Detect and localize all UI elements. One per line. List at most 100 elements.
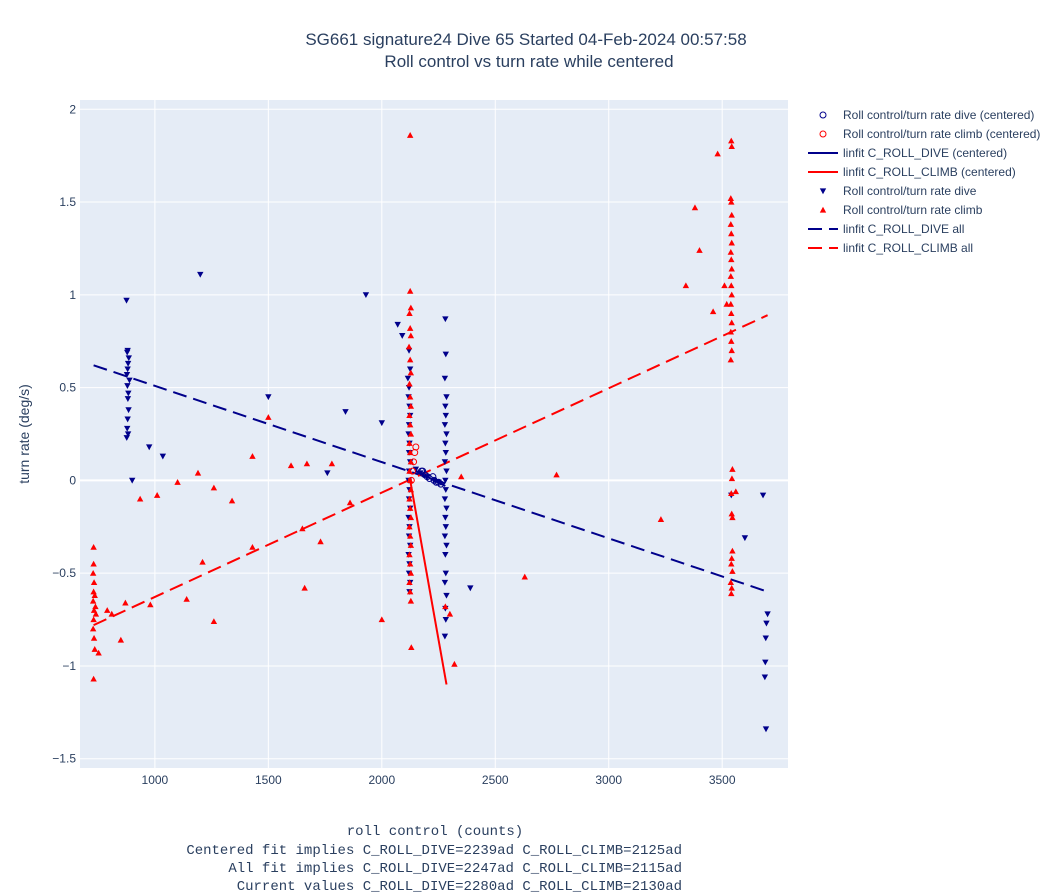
data-point <box>210 618 218 625</box>
y-tick-label: 0 <box>69 473 76 487</box>
data-point <box>407 332 415 339</box>
legend-swatch <box>819 130 827 138</box>
data-point <box>406 310 413 316</box>
legend-label: Roll control/turn rate dive <box>843 184 977 198</box>
legend-item[interactable]: Roll control/turn rate dive (centered) <box>819 108 1034 122</box>
y-tick-labels: −1.5 −1 −0.5 0 0.5 1 1.5 2 <box>52 102 76 765</box>
data-point <box>759 492 767 499</box>
data-point <box>762 726 770 733</box>
data-point <box>128 477 136 484</box>
data-point <box>346 499 354 506</box>
data-point <box>406 505 414 511</box>
legend-item[interactable]: linfit C_ROLL_DIVE (centered) <box>808 146 1007 160</box>
data-point <box>442 487 449 493</box>
data-point <box>442 403 449 410</box>
data-point <box>458 473 465 480</box>
data-point <box>124 431 132 438</box>
data-point <box>696 247 703 253</box>
data-point <box>91 592 98 599</box>
data-point <box>441 579 449 586</box>
data-point <box>732 488 740 495</box>
data-point <box>721 282 728 289</box>
data-point <box>441 422 449 428</box>
data-point <box>407 304 415 311</box>
data-point <box>406 588 414 595</box>
data-point <box>406 421 414 428</box>
data-point <box>159 453 167 460</box>
data-point <box>451 660 458 667</box>
y-tick-label: 1 <box>69 288 76 302</box>
data-point <box>90 675 97 682</box>
data-point <box>442 552 449 558</box>
data-point <box>762 635 769 642</box>
data-point <box>442 616 449 623</box>
legend-item[interactable]: Roll control/turn rate climb (centered) <box>819 127 1040 141</box>
data-point <box>124 360 132 367</box>
data-point <box>442 351 449 358</box>
data-point <box>723 300 730 307</box>
data-point <box>412 466 420 473</box>
data-point <box>405 343 413 350</box>
data-point <box>762 659 769 666</box>
data-point <box>691 204 699 211</box>
data-point <box>442 514 449 521</box>
data-point <box>728 560 735 567</box>
data-point <box>342 409 349 415</box>
data-point <box>124 366 131 373</box>
data-point <box>406 551 413 558</box>
data-point <box>407 514 415 521</box>
data-point <box>90 543 97 550</box>
legend-item[interactable]: linfit C_ROLL_DIVE all <box>808 222 964 236</box>
y-tick-label: −0.5 <box>52 566 76 580</box>
x-axis-title: roll control (counts) <box>347 824 523 840</box>
data-point <box>442 524 449 530</box>
data-point <box>407 569 415 576</box>
data-point <box>442 440 449 447</box>
chart-subtitle: Roll control vs turn rate while centered <box>384 52 673 71</box>
data-point <box>728 510 735 517</box>
data-point <box>265 414 272 420</box>
data-point <box>406 366 414 373</box>
data-point <box>125 390 132 397</box>
data-point <box>727 579 735 586</box>
data-point <box>727 300 735 307</box>
legend-item[interactable]: linfit C_ROLL_CLIMB all <box>808 241 973 255</box>
data-point <box>407 402 415 409</box>
data-point <box>299 525 306 532</box>
legend-item[interactable]: linfit C_ROLL_CLIMB (centered) <box>808 165 1016 179</box>
data-point <box>407 369 415 376</box>
data-point <box>406 356 414 363</box>
data-point <box>197 271 204 278</box>
legend-label: Roll control/turn rate dive (centered) <box>843 108 1034 122</box>
legend-item[interactable]: Roll control/turn rate dive <box>819 184 977 198</box>
data-point <box>728 319 735 326</box>
data-point <box>406 495 413 502</box>
legend-item[interactable]: Roll control/turn rate climb <box>819 203 983 217</box>
data-point <box>442 449 449 456</box>
data-point <box>123 372 131 378</box>
data-point <box>406 132 414 138</box>
legend-swatch <box>819 111 827 119</box>
data-point <box>727 248 735 255</box>
data-point <box>443 468 450 475</box>
data-point <box>761 674 769 681</box>
data-point <box>406 287 414 294</box>
data-point <box>125 407 132 414</box>
data-point <box>727 221 735 227</box>
footnote-centered-fit: Centered fit implies C_ROLL_DIVE=2239ad … <box>186 843 682 859</box>
data-point <box>95 649 102 656</box>
series-linfit-c-roll-dive-all <box>93 364 768 593</box>
y-tick-label: 2 <box>69 102 76 116</box>
footnote-current-values: Current values C_ROLL_DIVE=2280ad C_ROLL… <box>237 879 682 894</box>
data-point <box>727 328 735 335</box>
x-tick-label: 1500 <box>255 773 282 787</box>
data-point <box>441 496 449 503</box>
data-point <box>728 490 735 496</box>
data-point <box>441 633 449 640</box>
data-point <box>228 497 236 504</box>
plot-area <box>80 100 788 768</box>
data-point <box>442 316 449 323</box>
legend[interactable]: Roll control/turn rate dive (centered) Ro… <box>808 108 1040 255</box>
data-point <box>728 347 735 354</box>
data-point <box>521 573 528 580</box>
